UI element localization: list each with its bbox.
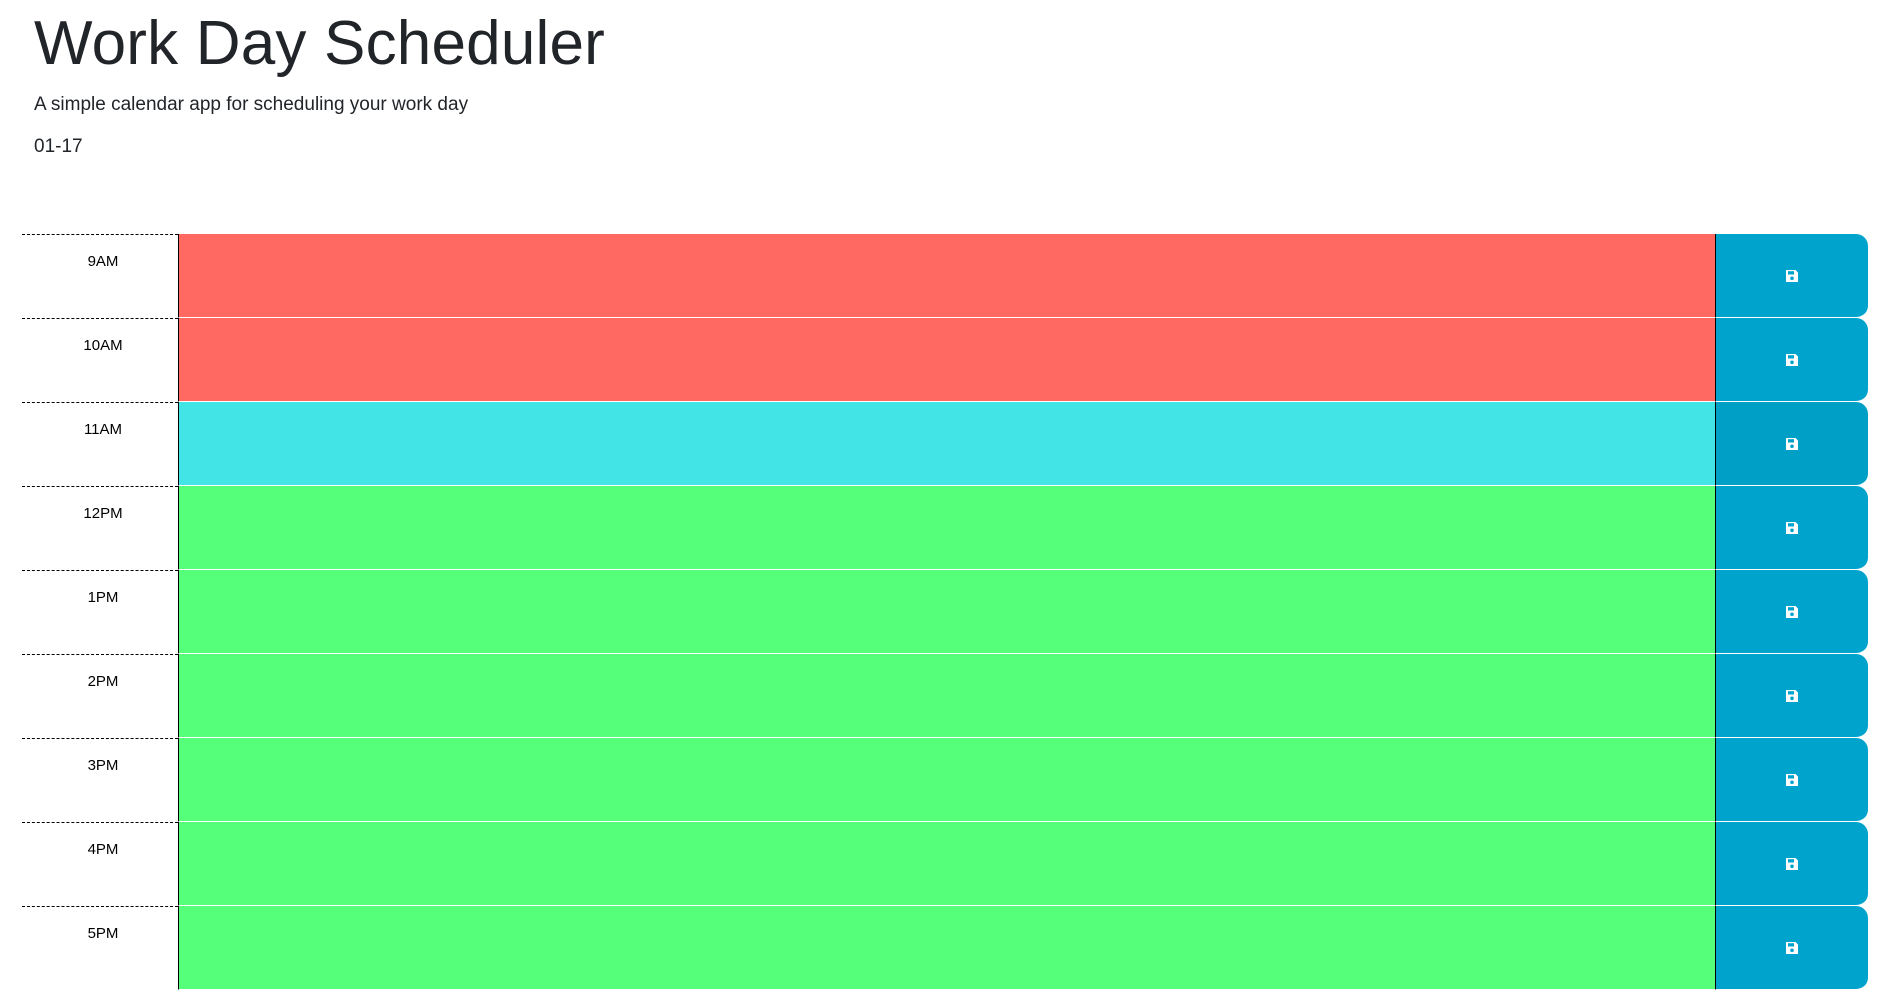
- save-button[interactable]: [1716, 318, 1868, 402]
- time-block-row-11am: 11AM: [22, 402, 1868, 486]
- hour-label: 11AM: [22, 402, 178, 486]
- hour-label: 12PM: [22, 486, 178, 570]
- floppy-disk-icon: [1786, 605, 1798, 618]
- hour-label: 3PM: [22, 738, 178, 822]
- time-block-row-2pm: 2PM: [22, 654, 1868, 738]
- time-block-row-3pm: 3PM: [22, 738, 1868, 822]
- save-button[interactable]: [1716, 402, 1868, 486]
- save-button[interactable]: [1716, 654, 1868, 738]
- event-description-input[interactable]: [178, 234, 1716, 318]
- current-day: 01-17: [34, 136, 83, 157]
- hour-label: 2PM: [22, 654, 178, 738]
- floppy-disk-icon: [1786, 689, 1798, 702]
- floppy-disk-icon: [1786, 857, 1798, 870]
- event-description-input[interactable]: [178, 822, 1716, 906]
- hour-label: 9AM: [22, 234, 178, 318]
- floppy-disk-icon: [1786, 941, 1798, 954]
- event-description-input[interactable]: [178, 738, 1716, 822]
- hour-label: 5PM: [22, 906, 178, 990]
- event-description-input[interactable]: [178, 318, 1716, 402]
- save-button[interactable]: [1716, 822, 1868, 906]
- event-description-input[interactable]: [178, 402, 1716, 486]
- time-block-row-10am: 10AM: [22, 318, 1868, 402]
- hour-label: 4PM: [22, 822, 178, 906]
- floppy-disk-icon: [1786, 437, 1798, 450]
- time-block-list: 9AM 10AM 11AM 12PM 1PM 2PM: [22, 234, 1868, 990]
- floppy-disk-icon: [1786, 353, 1798, 366]
- save-button[interactable]: [1716, 234, 1868, 318]
- event-description-input[interactable]: [178, 654, 1716, 738]
- time-block-row-5pm: 5PM: [22, 906, 1868, 990]
- time-block-row-4pm: 4PM: [22, 822, 1868, 906]
- time-block-row-9am: 9AM: [22, 234, 1868, 318]
- floppy-disk-icon: [1786, 269, 1798, 282]
- hour-label: 1PM: [22, 570, 178, 654]
- jumbotron-header: Work Day Scheduler A simple calendar app…: [34, 8, 934, 158]
- floppy-disk-icon: [1786, 521, 1798, 534]
- save-button[interactable]: [1716, 906, 1868, 990]
- event-description-input[interactable]: [178, 486, 1716, 570]
- event-description-input[interactable]: [178, 570, 1716, 654]
- hour-label: 10AM: [22, 318, 178, 402]
- save-button[interactable]: [1716, 570, 1868, 654]
- floppy-disk-icon: [1786, 773, 1798, 786]
- time-block-row-12pm: 12PM: [22, 486, 1868, 570]
- page-title: Work Day Scheduler: [34, 9, 606, 78]
- page-subtitle: A simple calendar app for scheduling you…: [34, 94, 469, 115]
- event-description-input[interactable]: [178, 906, 1716, 990]
- save-button[interactable]: [1716, 738, 1868, 822]
- save-button[interactable]: [1716, 486, 1868, 570]
- time-block-row-1pm: 1PM: [22, 570, 1868, 654]
